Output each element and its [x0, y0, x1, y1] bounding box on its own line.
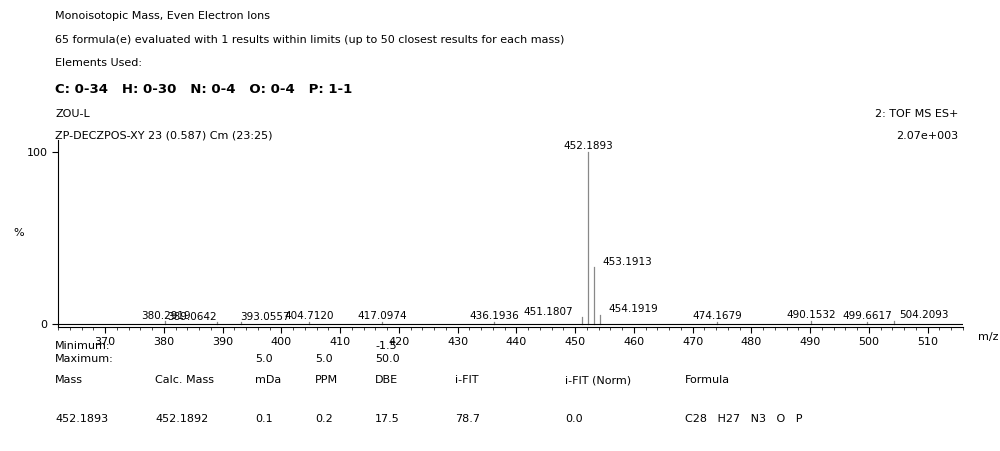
Text: 380.2919: 380.2919 — [141, 311, 190, 321]
Text: 499.6617: 499.6617 — [842, 311, 892, 321]
Text: i-FIT: i-FIT — [455, 375, 479, 385]
Text: PPM: PPM — [315, 375, 338, 385]
Text: 436.1936: 436.1936 — [469, 311, 519, 321]
Text: m/z: m/z — [978, 332, 998, 342]
Text: 452.1892: 452.1892 — [155, 414, 208, 424]
Text: 452.1893: 452.1893 — [563, 141, 613, 151]
Text: 0.1: 0.1 — [255, 414, 273, 424]
Text: 65 formula(e) evaluated with 1 results within limits (up to 50 closest results f: 65 formula(e) evaluated with 1 results w… — [55, 35, 564, 45]
Text: 453.1913: 453.1913 — [603, 257, 652, 267]
Text: Formula: Formula — [685, 375, 730, 385]
Text: 452.1893: 452.1893 — [55, 414, 108, 424]
Text: 454.1919: 454.1919 — [609, 304, 658, 314]
Text: 404.7120: 404.7120 — [284, 311, 334, 321]
Text: 474.1679: 474.1679 — [692, 311, 742, 321]
Text: DBE: DBE — [375, 375, 398, 385]
Text: C28   H27   N3   O   P: C28 H27 N3 O P — [685, 414, 802, 424]
Text: 2: TOF MS ES+: 2: TOF MS ES+ — [875, 109, 958, 119]
Text: 0.2: 0.2 — [315, 414, 333, 424]
Text: 393.0557: 393.0557 — [241, 312, 290, 322]
Text: 50.0: 50.0 — [375, 354, 400, 364]
Text: -1.5: -1.5 — [375, 341, 397, 350]
Text: 5.0: 5.0 — [255, 354, 273, 364]
Text: ZP-DECZPOS-XY 23 (0.587) Cm (23:25): ZP-DECZPOS-XY 23 (0.587) Cm (23:25) — [55, 131, 272, 141]
Text: 17.5: 17.5 — [375, 414, 400, 424]
Text: i-FIT (Norm): i-FIT (Norm) — [565, 375, 631, 385]
Text: Maximum:: Maximum: — [55, 354, 114, 364]
Text: Monoisotopic Mass, Even Electron Ions: Monoisotopic Mass, Even Electron Ions — [55, 11, 270, 21]
Text: 389.0642: 389.0642 — [167, 312, 217, 322]
Text: 5.0: 5.0 — [315, 354, 333, 364]
Text: mDa: mDa — [255, 375, 281, 385]
Text: Elements Used:: Elements Used: — [55, 58, 142, 68]
Text: ZOU-L: ZOU-L — [55, 109, 90, 119]
Text: 504.2093: 504.2093 — [900, 310, 949, 320]
Text: 0.0: 0.0 — [565, 414, 583, 424]
Text: 451.1807: 451.1807 — [524, 307, 573, 317]
Text: C: 0-34   H: 0-30   N: 0-4   O: 0-4   P: 1-1: C: 0-34 H: 0-30 N: 0-4 O: 0-4 P: 1-1 — [55, 83, 352, 96]
Text: 417.0974: 417.0974 — [357, 311, 407, 321]
Text: 78.7: 78.7 — [455, 414, 480, 424]
Text: Minimum:: Minimum: — [55, 341, 110, 350]
Y-axis label: %: % — [13, 228, 24, 239]
Text: 2.07e+003: 2.07e+003 — [896, 131, 958, 141]
Text: Calc. Mass: Calc. Mass — [155, 375, 214, 385]
Text: 490.1532: 490.1532 — [786, 310, 836, 320]
Text: Mass: Mass — [55, 375, 83, 385]
